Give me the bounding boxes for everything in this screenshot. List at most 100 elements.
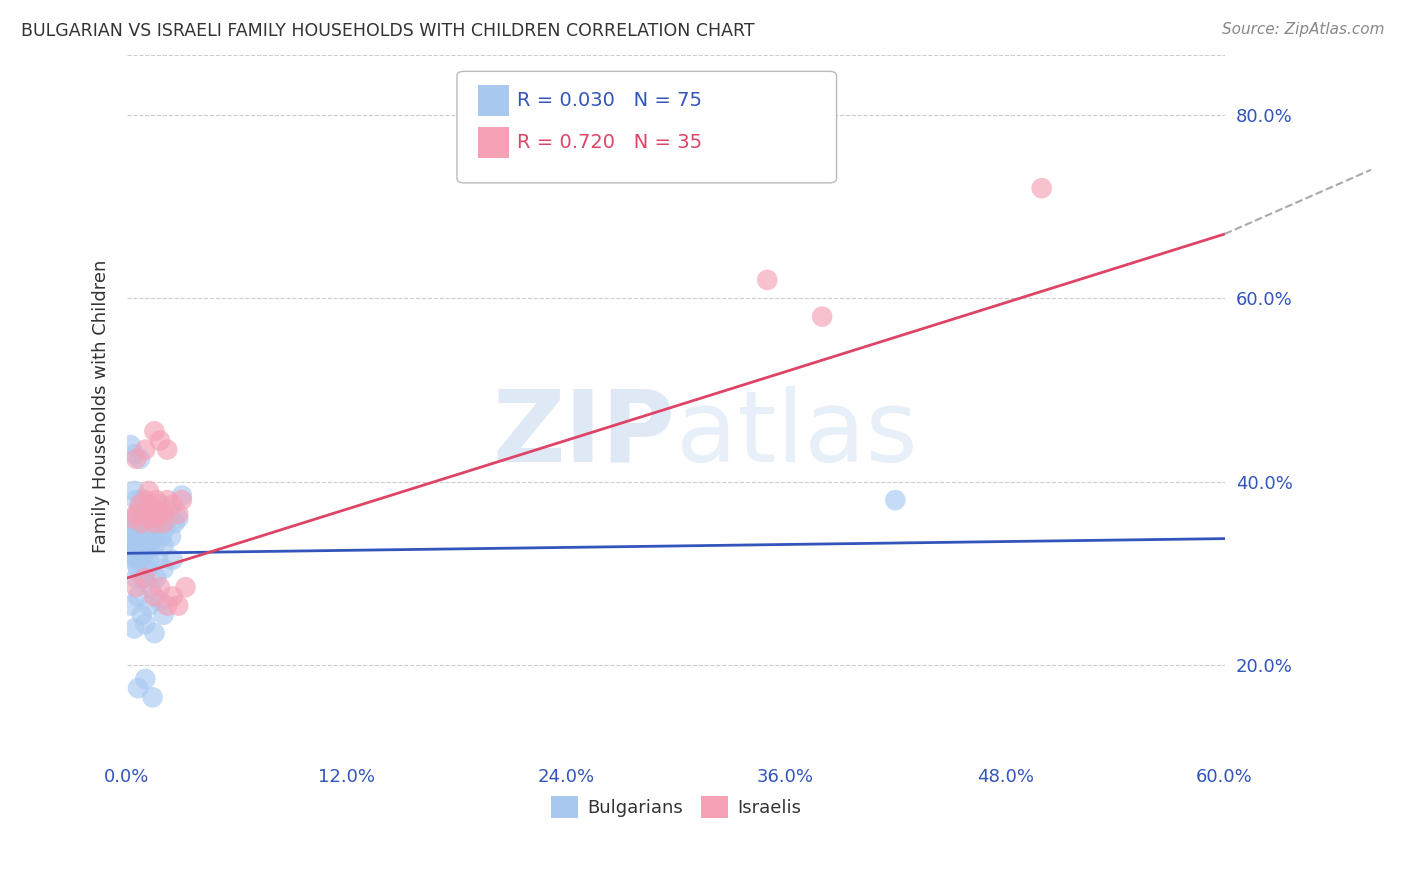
Point (127, 562, 149, 576)
Point (118, 534, 141, 549)
Point (145, 493, 167, 508)
Point (152, 539, 174, 553)
Point (134, 543, 156, 558)
Point (127, 590, 149, 604)
Point (138, 511, 160, 525)
Point (152, 516, 174, 530)
Point (149, 580, 172, 594)
Point (128, 552, 150, 566)
Point (128, 539, 150, 553)
Point (131, 607, 153, 622)
Point (139, 498, 162, 512)
Point (127, 681, 149, 695)
Point (131, 516, 153, 530)
Point (138, 552, 160, 566)
Point (143, 424, 166, 438)
Point (174, 580, 197, 594)
Point (124, 483, 146, 498)
Point (139, 511, 162, 525)
Point (118, 546, 141, 560)
Point (138, 599, 160, 613)
Point (131, 534, 153, 549)
Point (136, 534, 159, 549)
Point (170, 493, 193, 508)
Point (145, 502, 167, 516)
Text: ZIP: ZIP (494, 385, 676, 483)
Point (121, 552, 143, 566)
Point (134, 493, 156, 508)
Point (134, 672, 156, 686)
Point (149, 594, 172, 608)
Point (167, 511, 190, 525)
Point (134, 530, 156, 544)
Point (134, 442, 156, 457)
Point (120, 516, 142, 530)
Point (145, 516, 167, 530)
Legend: Bulgarians, Israelis: Bulgarians, Israelis (544, 789, 808, 825)
Point (156, 493, 179, 508)
Point (152, 562, 174, 576)
Point (162, 498, 184, 512)
Point (132, 511, 155, 525)
Point (138, 483, 160, 498)
Point (124, 520, 146, 534)
Point (156, 599, 179, 613)
Point (146, 552, 169, 566)
Point (149, 507, 172, 521)
Point (136, 525, 159, 540)
Point (120, 599, 142, 613)
Point (120, 541, 142, 555)
Text: Source: ZipAtlas.com: Source: ZipAtlas.com (1222, 22, 1385, 37)
Point (118, 525, 141, 540)
Y-axis label: Family Households with Children: Family Households with Children (93, 260, 110, 553)
Point (125, 571, 148, 585)
Point (125, 507, 148, 521)
Point (143, 539, 166, 553)
Point (131, 493, 153, 508)
Point (121, 549, 143, 564)
Point (139, 580, 162, 594)
Point (125, 493, 148, 508)
Text: R = 0.720   N = 35: R = 0.720 N = 35 (517, 133, 703, 153)
Point (139, 534, 162, 549)
Point (125, 516, 148, 530)
Point (134, 616, 156, 631)
Point (884, 493, 907, 508)
Point (150, 530, 173, 544)
Point (170, 488, 193, 502)
Point (149, 434, 172, 448)
Point (128, 451, 150, 466)
Point (811, 310, 834, 324)
Point (128, 502, 150, 516)
Point (142, 530, 165, 544)
Point (128, 498, 150, 512)
Point (152, 507, 174, 521)
Text: BULGARIAN VS ISRAELI FAMILY HOUSEHOLDS WITH CHILDREN CORRELATION CHART: BULGARIAN VS ISRAELI FAMILY HOUSEHOLDS W… (21, 22, 755, 40)
Point (143, 626, 166, 640)
Point (155, 520, 177, 534)
Point (120, 532, 142, 546)
Point (127, 525, 149, 540)
Point (134, 571, 156, 585)
Point (134, 502, 156, 516)
Point (1031, 181, 1053, 195)
Point (160, 530, 183, 544)
Point (121, 511, 143, 525)
Point (132, 571, 155, 585)
Point (125, 580, 148, 594)
Point (167, 599, 190, 613)
Point (138, 511, 160, 525)
Point (132, 548, 155, 562)
Point (120, 438, 142, 452)
Point (125, 451, 148, 466)
Point (143, 516, 166, 530)
Point (167, 507, 190, 521)
Point (131, 520, 153, 534)
Point (143, 525, 166, 540)
Point (120, 530, 142, 544)
Point (162, 590, 184, 604)
Point (143, 590, 166, 604)
Point (756, 273, 779, 287)
Point (136, 562, 159, 576)
Point (162, 552, 184, 566)
